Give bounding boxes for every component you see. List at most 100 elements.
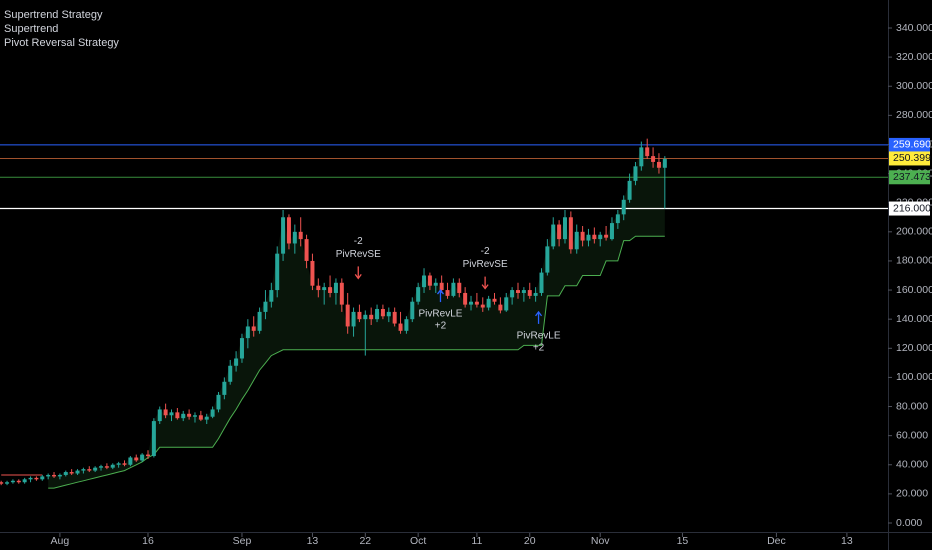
candle-body (239, 338, 244, 359)
candle-body (140, 454, 145, 461)
signal-label: -2 (481, 246, 490, 257)
candle-body (562, 217, 567, 240)
candle-body (181, 413, 186, 419)
x-tick-label: Nov (591, 535, 610, 547)
candle-body (204, 416, 209, 420)
candle-body (40, 476, 45, 480)
signal-label: PivRevSE (463, 259, 508, 270)
candle-body (257, 311, 262, 331)
candle-body (539, 272, 544, 293)
legend-item: Supertrend (4, 23, 58, 35)
price-label-box (889, 201, 930, 216)
signal-label: PivRevLE (419, 309, 463, 320)
candle-body (304, 239, 309, 261)
y-tick-label: 280.000 (896, 109, 932, 121)
signal-label: -2 (354, 236, 363, 247)
candle-body (598, 234, 603, 240)
candle-body (369, 314, 374, 320)
candle-body (169, 412, 174, 416)
y-tick-label: 180.000 (896, 255, 932, 267)
candle-body (328, 287, 333, 293)
candle-body (639, 147, 644, 167)
signal-arrow-head (535, 310, 543, 317)
candle-body (416, 287, 421, 302)
candle-body (245, 326, 250, 339)
candle-body (604, 234, 609, 238)
y-tick-label: 300.000 (896, 80, 932, 92)
candle-body (357, 311, 362, 320)
candle-body (110, 464, 115, 468)
candle-body (322, 287, 327, 291)
signal-label: +2 (533, 343, 545, 354)
candle-body (157, 409, 162, 422)
candle-body (363, 314, 368, 320)
candle-body (333, 282, 338, 293)
candle-body (128, 457, 133, 465)
x-tick-label: 20 (524, 535, 536, 547)
y-tick-label: 120.000 (896, 342, 932, 354)
y-tick-label: 20.000 (896, 488, 928, 500)
candle-body (28, 477, 33, 480)
price-label-box (889, 137, 930, 152)
x-tick-label: Dec (767, 535, 786, 547)
signal-label: +2 (435, 321, 447, 332)
candle-body (375, 308, 380, 320)
signal-label: PivRevSE (336, 249, 381, 260)
candle-body (586, 234, 591, 241)
candle-body (175, 412, 180, 419)
candle-body (516, 290, 520, 293)
x-tick-label: Sep (233, 535, 252, 547)
legend-item: Pivot Reversal Strategy (4, 37, 119, 49)
signal-label: PivRevLE (517, 331, 561, 342)
candle-body (463, 292, 468, 305)
y-tick-label: 0.000 (896, 517, 922, 529)
candle-body (198, 415, 203, 420)
x-tick-label: 11 (471, 535, 482, 547)
candle-body (645, 147, 650, 157)
candle-body (75, 470, 80, 474)
candle-body (5, 482, 10, 484)
candle-body (263, 301, 268, 312)
candle-body (316, 285, 321, 291)
y-tick-label: 80.000 (896, 400, 928, 412)
candle-body (633, 166, 638, 181)
candle-body (151, 421, 156, 457)
candle-body (22, 479, 27, 483)
y-tick-label: 140.000 (896, 313, 932, 325)
x-tick-label: 16 (142, 535, 154, 547)
candle-body (615, 214, 620, 224)
candle-body (351, 311, 356, 327)
price-label-box (889, 151, 930, 166)
candle-body (99, 466, 104, 468)
candle-body (163, 409, 168, 416)
candle-body (275, 253, 280, 291)
candle-body (52, 474, 57, 477)
candle-body (527, 290, 532, 296)
trend-fill (48, 147, 665, 489)
candle-body (557, 224, 562, 240)
candle-body (404, 319, 409, 331)
candle-body (210, 409, 215, 417)
candle-body (380, 308, 385, 317)
candle-body (492, 298, 497, 302)
candle-body (104, 466, 109, 468)
candle-body (81, 469, 86, 471)
x-tick-label: 22 (359, 535, 371, 547)
candle-body (10, 480, 15, 483)
candle-body (0, 482, 4, 484)
candle-body (427, 275, 432, 286)
price-label: 259.690 (893, 139, 931, 151)
candle-body (116, 463, 121, 465)
candle-body (122, 463, 127, 465)
y-tick-label: 160.000 (896, 284, 932, 296)
candle-body (69, 472, 74, 474)
candle-body (662, 159, 667, 168)
y-tick-label: 200.000 (896, 226, 932, 238)
y-tick-label: 40.000 (896, 459, 928, 471)
candle-body (251, 326, 256, 331)
candle-body (656, 161, 661, 168)
candle-body (398, 323, 403, 331)
